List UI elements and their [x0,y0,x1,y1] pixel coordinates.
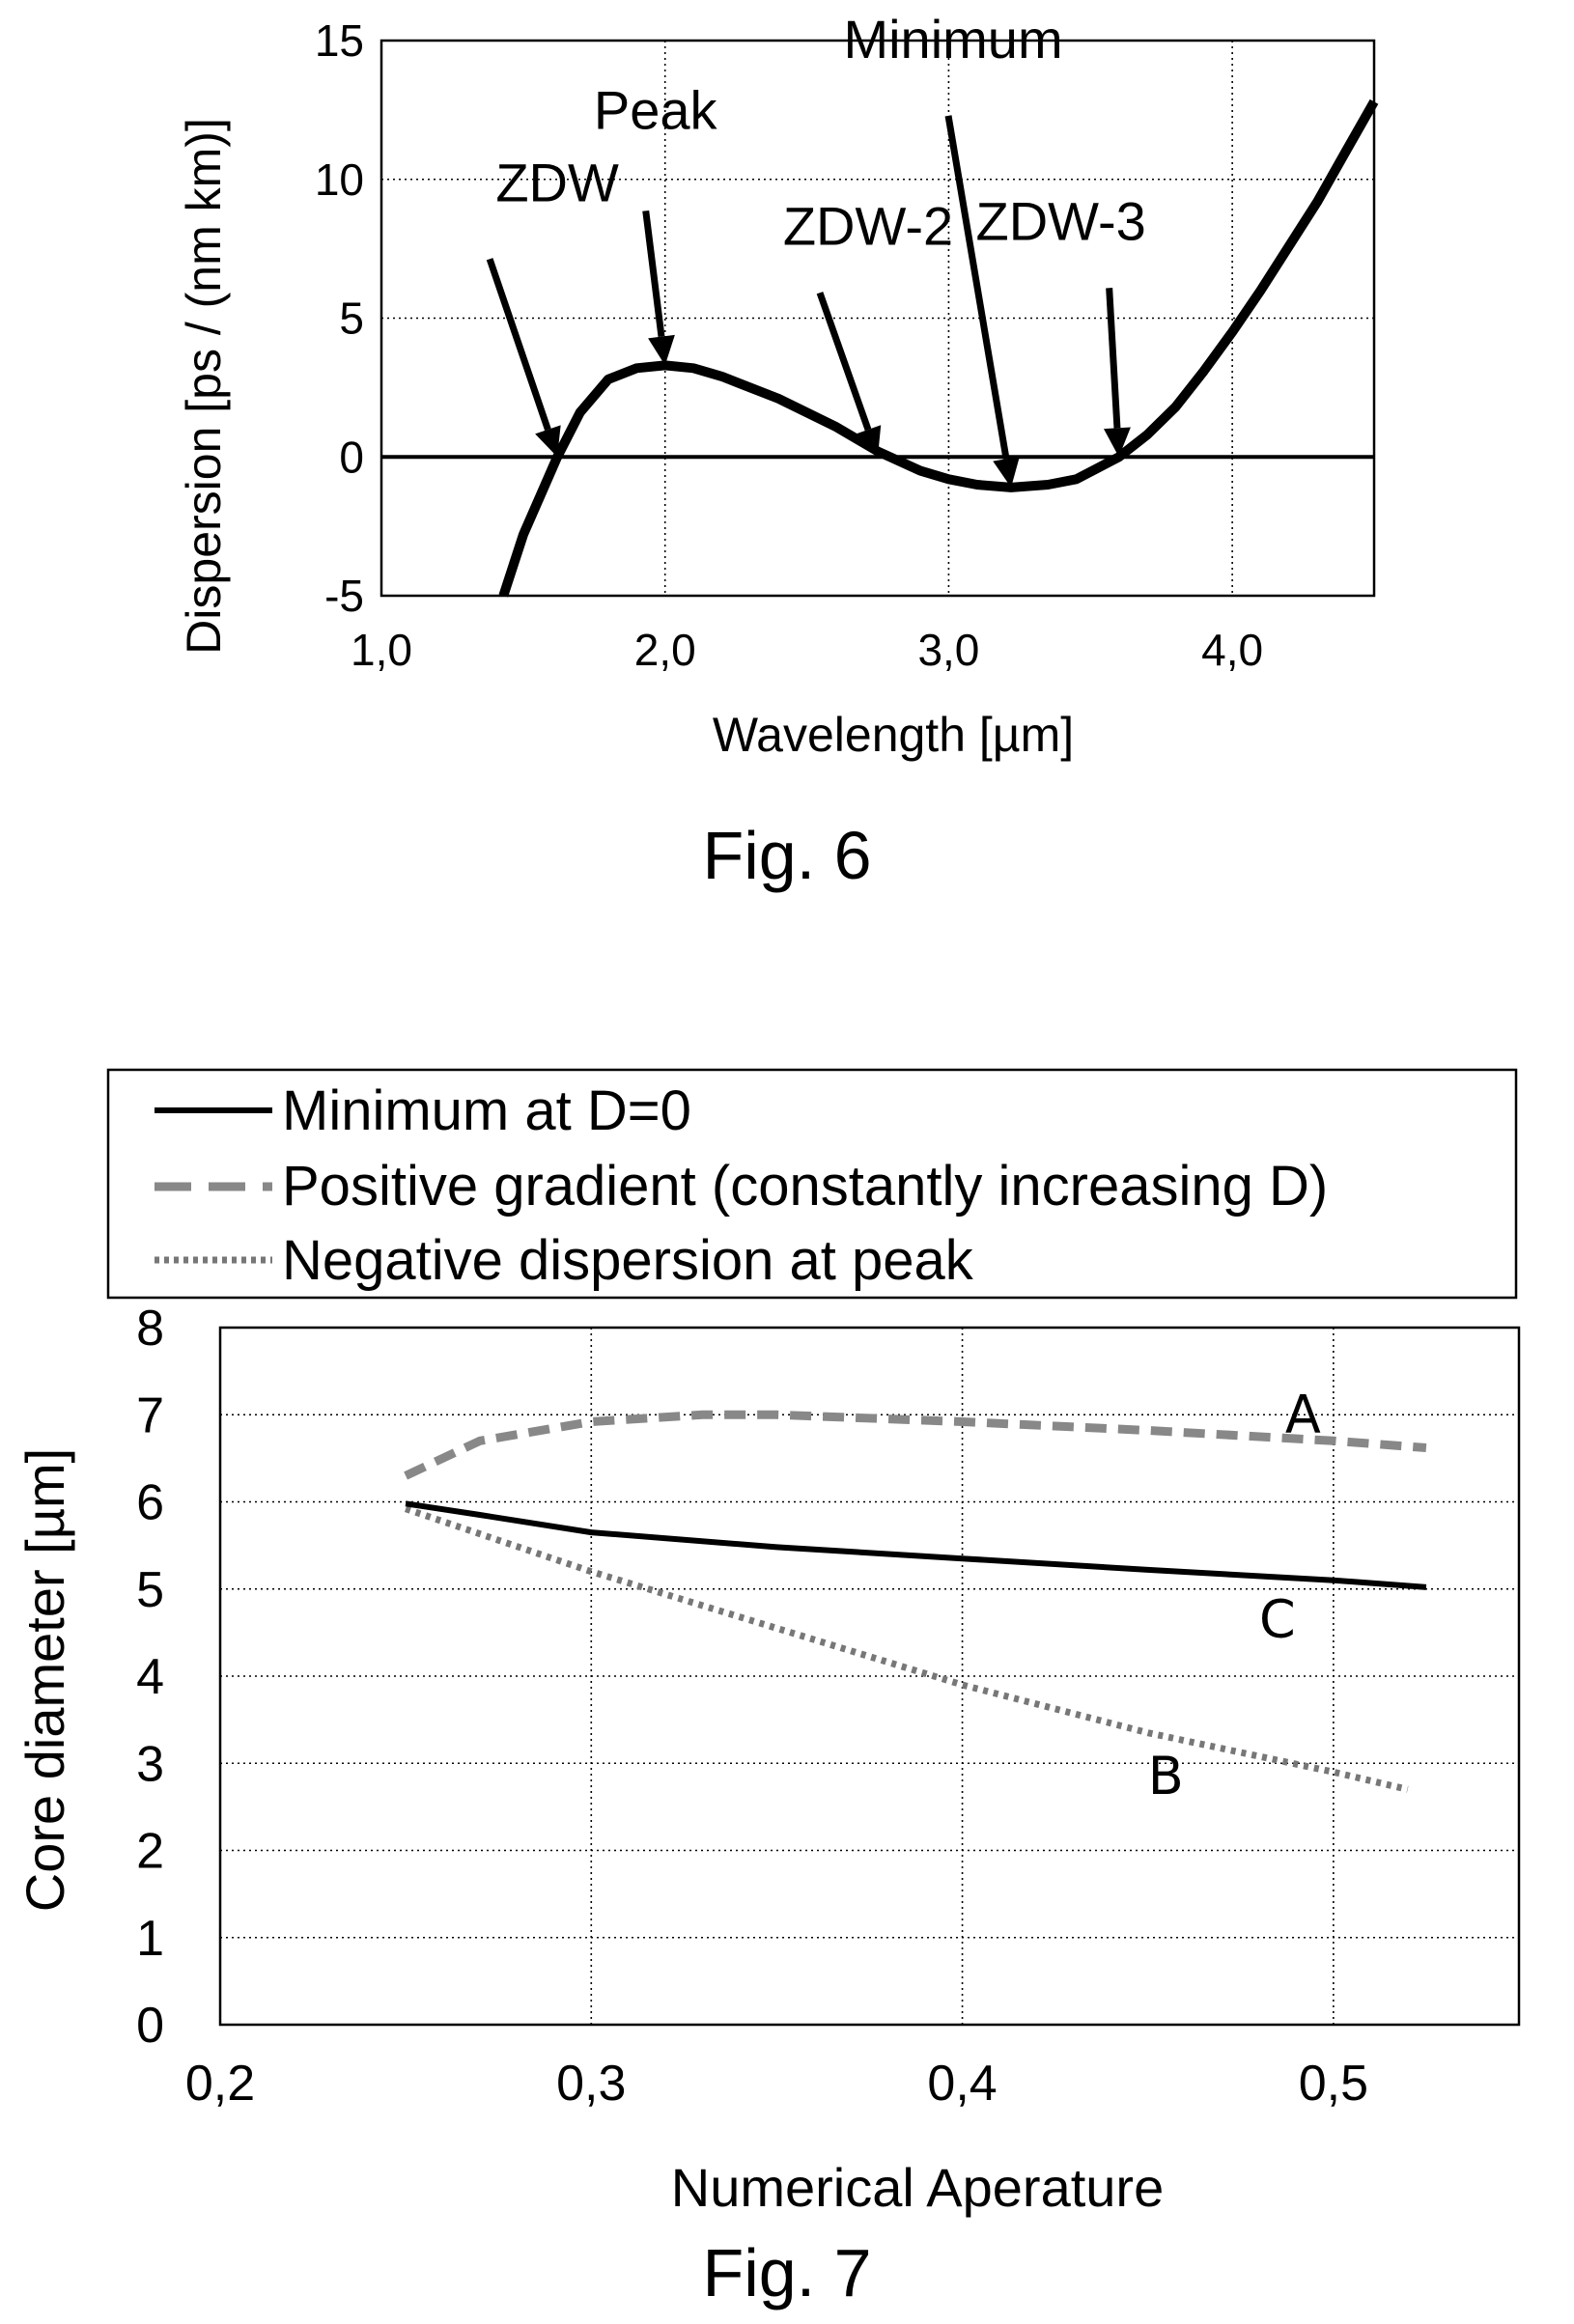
fig6-annotation-label: Peak [594,79,718,140]
fig6-annotation-arrowhead [648,334,675,366]
fig6-x-tick-label: 3,0 [917,625,979,675]
series-minimum-line [405,1500,1427,1590]
fig6-annotation-label: ZDW-2 [783,195,953,256]
fig7-caption: Fig. 7 [702,2235,871,2310]
fig7-y-ticks: 8 7 6 5 4 3 2 1 0 [136,1301,164,2054]
fig6-annotation-arrowhead [535,425,561,458]
fig7-x-axis-title: Numerical Aperature [671,2157,1164,2218]
series-negative-dispersion-line [404,1505,1409,1793]
fig6-annotation-label: ZDW-3 [976,190,1146,251]
fig7-y-axis-title: Core diameter [µm] [14,1448,75,1912]
fig6-x-axis-title: Wavelength [µm] [713,708,1074,762]
fig7-y-tick-label: 0 [136,1998,164,2054]
fig7-legend: Minimum at D=0 Positive gradient (consta… [106,1068,1518,1300]
fig7-y-tick-label: 2 [136,1824,164,1880]
fig7-x-tick-label: 0,5 [1299,2056,1368,2112]
fig6-annotation-arrow [642,210,665,338]
fig7-y-tick-label: 8 [136,1301,164,1357]
fig6-y-tick-label: 0 [339,432,364,482]
fig7-y-tick-label: 7 [136,1387,164,1443]
fig7-series-label-B: B [1148,1746,1184,1806]
fig6-annotation-arrow [486,258,551,431]
fig7-x-tick-label: 0,4 [927,2056,997,2112]
fig7-x-tick-label: 0,2 [185,2056,255,2112]
fig6-annotation-arrowhead [993,456,1020,488]
fig7-y-tick-label: 6 [136,1475,164,1531]
fig6-chart: 1,0 2,0 3,0 4,0 15 10 5 0 -5 ZDW Peak ZDW-2 Minimu… [177,9,1379,893]
fig7-series-labels: C A B [1148,1384,1321,1806]
fig6-annotation-arrow [816,292,872,432]
fig6-annotation-arrow [944,115,1010,460]
fig7-y-tick-label: 3 [136,1736,164,1792]
fig7-series-label-A: A [1285,1384,1321,1444]
fig6-y-tick-label: 15 [315,15,364,66]
fig6-y-axis-title: Dispersion [ps / (nm km)] [177,118,231,655]
fig7-y-tick-label: 4 [136,1649,164,1705]
fig6-x-tick-label: 2,0 [634,625,696,675]
legend-label-positive-gradient: Positive gradient (constantly increasing… [282,1155,1328,1218]
fig7-chart: Minimum at D=0 Positive gradient (consta… [14,1068,1521,2310]
fig6-dispersion-curve [498,98,1379,598]
fig6-plot-frame [379,39,1376,598]
fig6-annotation-label: Minimum [843,9,1062,70]
fig6-annotations: ZDW Peak ZDW-2 Minimum ZDW-3 [486,9,1146,488]
legend-label-minimum: Minimum at D=0 [282,1079,691,1142]
fig6-annotation-arrow [1106,288,1121,429]
fig6-annotation-arrowhead [855,425,882,458]
fig6-annotation-arrowhead [1103,427,1131,458]
fig7-series-label-C: C [1259,1588,1296,1649]
legend-label-negative-dispersion: Negative dispersion at peak [282,1229,974,1292]
fig6-x-ticks: 1,0 2,0 3,0 4,0 [351,625,1263,675]
fig7-x-ticks: 0,2 0,3 0,4 0,5 [185,2056,1368,2112]
fig7-y-tick-label: 5 [136,1562,164,1618]
fig7-y-tick-label: 1 [136,1911,164,1967]
legend-box [106,1068,1518,1300]
series-positive-gradient-line [404,1410,1427,1480]
fig6-y-tick-label: 10 [315,154,364,205]
fig6-annotation-label: ZDW [495,152,619,212]
fig6-caption: Fig. 6 [702,818,871,893]
fig6-x-tick-label: 4,0 [1201,625,1263,675]
fig6-y-ticks: 15 10 5 0 -5 [315,15,364,621]
fig6-x-tick-label: 1,0 [351,625,412,675]
fig6-y-tick-label: 5 [339,294,364,344]
fig6-y-tick-label: -5 [324,571,364,621]
fig7-x-tick-label: 0,3 [556,2056,626,2112]
